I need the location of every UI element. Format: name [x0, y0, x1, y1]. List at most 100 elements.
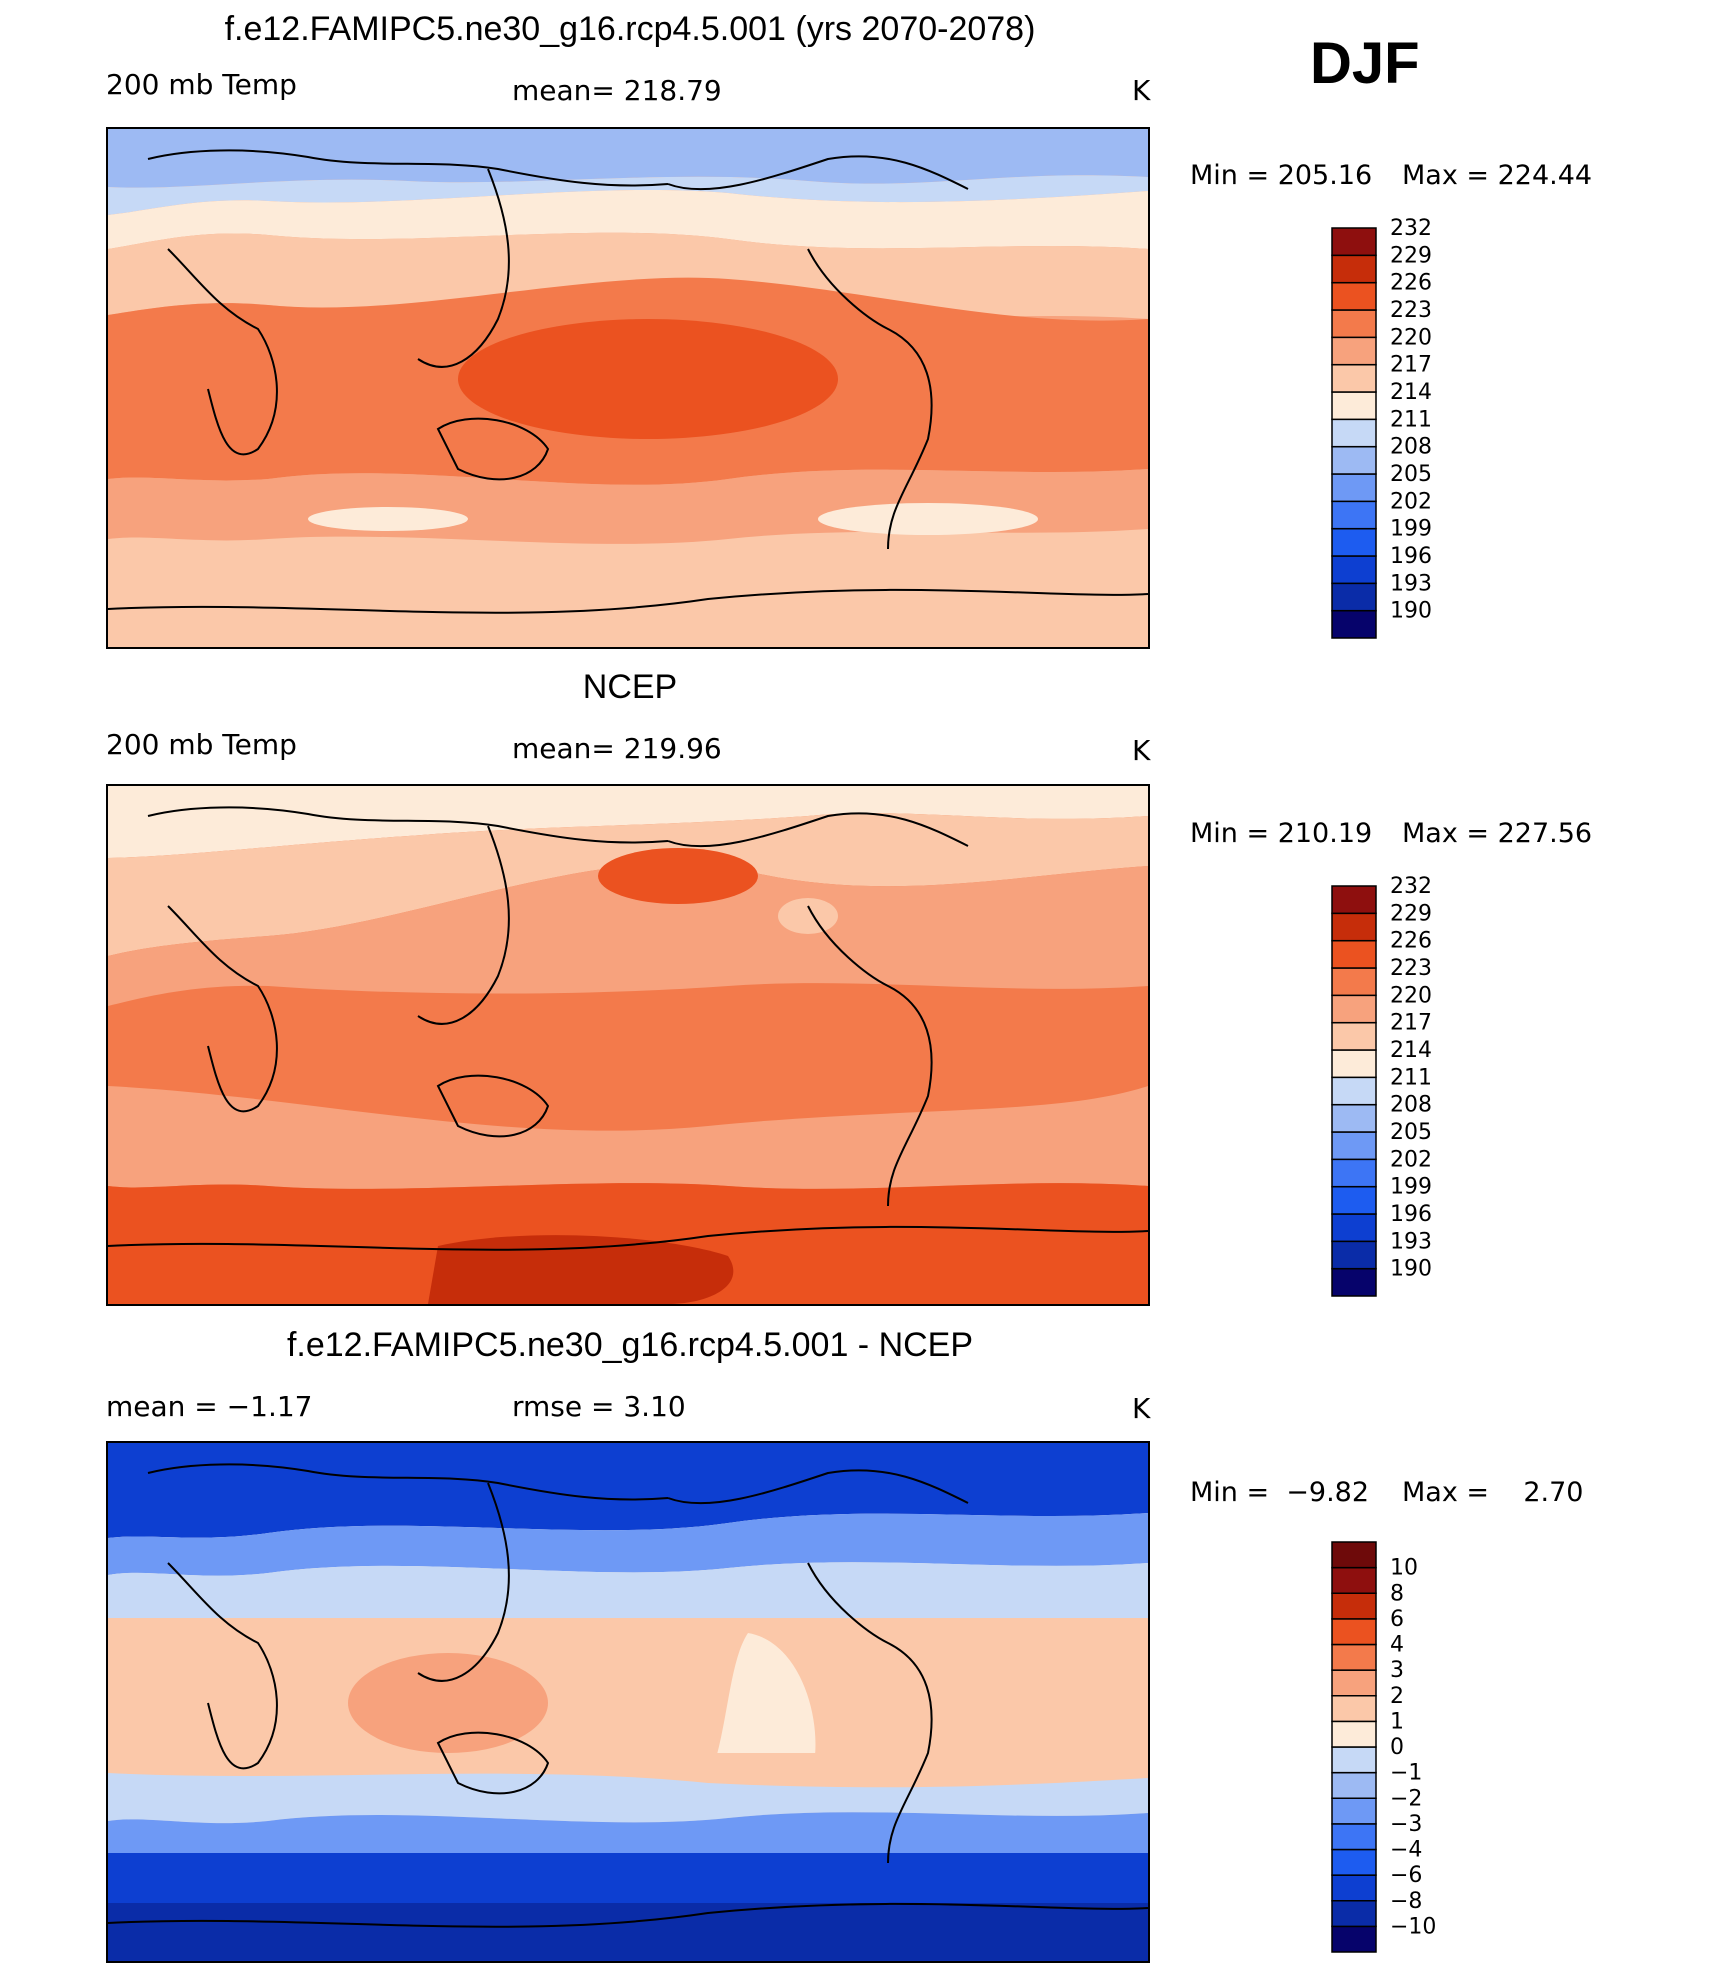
colorbar-swatch — [1331, 1643, 1377, 1671]
colorbar-tick-label: 190 — [1390, 1257, 1432, 1282]
colorbar-tick-label: 193 — [1390, 1229, 1432, 1254]
colorbar-tick-label: 223 — [1390, 956, 1432, 981]
colorbar-swatch — [1331, 1695, 1377, 1723]
colorbar-tick-label: 196 — [1390, 1202, 1432, 1227]
colorbar-tick-label: 193 — [1390, 571, 1432, 596]
panel1-coastlines — [108, 149, 1148, 614]
colorbar-swatch — [1331, 912, 1377, 942]
season-label: DJF — [1310, 31, 1420, 96]
colorbar-tick-label: 6 — [1390, 1607, 1404, 1632]
colorbar-tick-label: −8 — [1390, 1889, 1422, 1914]
colorbar-tick-label: 0 — [1390, 1735, 1404, 1760]
panel3-north-band-2 — [108, 1513, 1148, 1576]
colorbar-tick-label: 202 — [1390, 489, 1432, 514]
colorbar-tick-label: 229 — [1390, 901, 1432, 926]
panel1-south-patch — [308, 507, 468, 531]
colorbar-swatch — [1331, 967, 1377, 997]
colorbar-swatch — [1331, 1213, 1377, 1243]
colorbar-tick-label: 217 — [1390, 353, 1432, 378]
colorbar-swatch — [1331, 1823, 1377, 1851]
colorbar-tick-label: 8 — [1390, 1581, 1404, 1606]
panel3-units-label: K — [1132, 1392, 1151, 1425]
colorbar-swatch — [1331, 1618, 1377, 1646]
panel2-north-warm-patch — [598, 848, 758, 904]
panel1-min-label: Min = 205.16 — [1190, 160, 1373, 191]
colorbar-tick-label: 220 — [1390, 983, 1432, 1008]
panel3-map — [106, 1441, 1150, 1963]
colorbar-tick-label: 205 — [1390, 462, 1432, 487]
colorbar-tick-label: 226 — [1390, 271, 1432, 296]
panel2-cool-patch — [778, 898, 838, 934]
colorbar-swatch — [1331, 1103, 1377, 1133]
colorbar-swatch — [1331, 939, 1377, 969]
colorbar-tick-label: 205 — [1390, 1120, 1432, 1145]
panel1-colorbar: 190 193 196 199 202 205 208 211 214 217 220 223 226 2… — [1330, 216, 1470, 646]
colorbar-tick-label: 202 — [1390, 1147, 1432, 1172]
panel1-variable-label: 200 mb Temp — [106, 68, 297, 101]
colorbar-tick-label: 1 — [1390, 1709, 1404, 1734]
panel3-colorbar: −10 −8 −6 −4 −3 −2 −1 0 1 2 3 4 6 8 10 — [1330, 1540, 1470, 1960]
panel1-warm-pool — [458, 319, 838, 439]
colorbar-swatch — [1331, 1185, 1377, 1215]
colorbar-tick-label: 223 — [1390, 298, 1432, 323]
panel3-title: f.e12.FAMIPC5.ne30_g16.rcp4.5.001 - NCEP — [286, 1326, 974, 1364]
colorbar-swatch — [1331, 1746, 1377, 1774]
panel3-south-band-2 — [108, 1812, 1148, 1853]
panel3-maritime-patch — [348, 1653, 548, 1753]
colorbar-tick-label: 208 — [1390, 435, 1432, 460]
colorbar-swatch — [1331, 1566, 1377, 1594]
colorbar-swatch — [1331, 281, 1377, 311]
colorbar-swatch — [1331, 1131, 1377, 1161]
panel2-polar-band — [108, 786, 1148, 858]
panel2-min-label: Min = 210.19 — [1190, 818, 1373, 849]
colorbar-tick-label: 229 — [1390, 243, 1432, 268]
panel1-max-label: Max = 224.44 — [1402, 160, 1593, 191]
colorbar-swatch — [1331, 1592, 1377, 1620]
colorbar-tick-label: 226 — [1390, 929, 1432, 954]
panel3-min-label: Min = −9.82 — [1190, 1477, 1370, 1508]
colorbar-tick-label: 232 — [1390, 216, 1432, 241]
colorbar-swatch — [1331, 418, 1377, 448]
panel1-warm-band-1 — [108, 232, 1148, 319]
colorbar-tick-label: 211 — [1390, 407, 1432, 432]
colorbar-tick-label: −4 — [1390, 1838, 1422, 1863]
panel3-north-cold-band — [108, 1443, 1148, 1538]
panel3-america-patch — [708, 1633, 816, 1783]
colorbar-swatch — [1331, 445, 1377, 475]
panel3-max-label: Max = 2.70 — [1402, 1477, 1584, 1508]
panel1-mid-band — [108, 189, 1148, 249]
colorbar-swatch — [1331, 1267, 1377, 1297]
colorbar-swatch — [1331, 1848, 1377, 1876]
colorbar-swatch — [1331, 1925, 1377, 1953]
colorbar-tick-label: −10 — [1390, 1914, 1436, 1939]
panel1-map — [106, 127, 1150, 649]
colorbar-swatch — [1331, 363, 1377, 393]
colorbar-tick-label: 199 — [1390, 1175, 1432, 1200]
panel2-units-label: K — [1132, 734, 1151, 767]
colorbar-tick-label: 211 — [1390, 1065, 1432, 1090]
colorbar-swatch — [1331, 1541, 1377, 1569]
colorbar-swatch — [1331, 527, 1377, 557]
colorbar-swatch — [1331, 1076, 1377, 1106]
panel1-south-polar-band — [108, 529, 1148, 647]
colorbar-tick-label: 208 — [1390, 1093, 1432, 1118]
colorbar-swatch — [1331, 1021, 1377, 1051]
colorbar-tick-label: 196 — [1390, 544, 1432, 569]
panel3-tropical-band — [108, 1618, 1148, 1753]
panel2-variable-label: 200 mb Temp — [106, 728, 297, 761]
panel1-cold-band-2 — [108, 175, 1148, 215]
colorbar-tick-label: −3 — [1390, 1812, 1422, 1837]
panel3-rmse-label: rmse = 3.10 — [512, 1390, 686, 1423]
colorbar-swatch — [1331, 1049, 1377, 1079]
colorbar-swatch — [1331, 1874, 1377, 1902]
panel1-south-patch-2 — [818, 503, 1038, 535]
panel3-antarctic-cold-band — [108, 1903, 1148, 1961]
panel3-south-band-1 — [108, 1773, 1148, 1824]
panel2-title: NCEP — [582, 668, 678, 706]
colorbar-tick-label: 220 — [1390, 325, 1432, 350]
colorbar-swatch — [1331, 1240, 1377, 1270]
panel3-north-band-3 — [108, 1562, 1148, 1618]
colorbar-tick-label: 232 — [1390, 874, 1432, 899]
colorbar-swatch — [1331, 994, 1377, 1024]
panel2-band-2 — [108, 813, 1148, 956]
